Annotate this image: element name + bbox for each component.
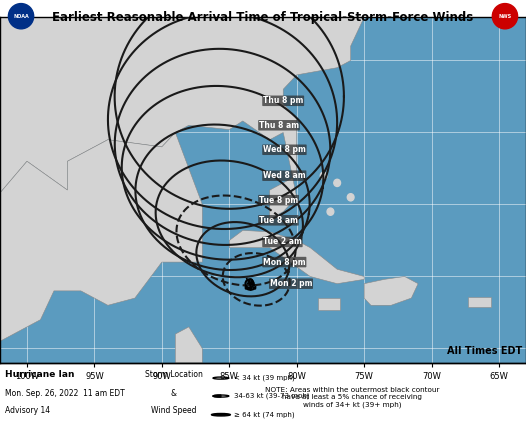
Circle shape — [8, 3, 34, 29]
Text: Mon 2 pm: Mon 2 pm — [270, 279, 312, 288]
Polygon shape — [0, 17, 364, 219]
Circle shape — [327, 208, 334, 215]
Polygon shape — [175, 327, 203, 363]
Circle shape — [320, 172, 327, 179]
Circle shape — [492, 3, 518, 29]
Polygon shape — [0, 133, 203, 363]
Text: 34-63 kt (39-73 mph): 34-63 kt (39-73 mph) — [234, 393, 310, 399]
Text: Wed 8 am: Wed 8 am — [263, 171, 306, 180]
Circle shape — [347, 194, 354, 201]
Polygon shape — [318, 298, 340, 310]
Text: NOTE: Areas within the outermost black contour
have at least a 5% chance of rece: NOTE: Areas within the outermost black c… — [265, 387, 440, 407]
Text: NWS: NWS — [499, 14, 511, 19]
Text: Tue 2 am: Tue 2 am — [263, 238, 302, 246]
Text: All Times EDT: All Times EDT — [447, 346, 522, 356]
Text: Mon 8 pm: Mon 8 pm — [263, 257, 306, 267]
Text: &: & — [170, 389, 177, 398]
Polygon shape — [364, 276, 418, 305]
Circle shape — [211, 413, 230, 416]
Circle shape — [334, 179, 340, 187]
Text: ≥ 64 kt (74 mph): ≥ 64 kt (74 mph) — [234, 411, 295, 418]
Text: Hurricane Ian: Hurricane Ian — [5, 370, 75, 379]
Text: Tue 8 pm: Tue 8 pm — [259, 196, 298, 205]
Text: Advisory 14: Advisory 14 — [5, 406, 50, 415]
Text: Thu 8 am: Thu 8 am — [259, 121, 299, 130]
Text: Tue 8 am: Tue 8 am — [259, 216, 298, 225]
Text: Wed 8 pm: Wed 8 pm — [263, 145, 306, 154]
Text: Mon. Sep. 26, 2022  11 am EDT: Mon. Sep. 26, 2022 11 am EDT — [5, 389, 125, 398]
Polygon shape — [229, 230, 364, 284]
Text: < 34 kt (39 mph): < 34 kt (39 mph) — [234, 375, 295, 381]
Text: Thu 8 pm: Thu 8 pm — [263, 96, 304, 105]
Wedge shape — [213, 395, 221, 397]
Text: NOAA: NOAA — [13, 14, 29, 19]
Text: Earliest Reasonable Arrival Time of Tropical-Storm-Force Winds: Earliest Reasonable Arrival Time of Trop… — [53, 11, 473, 24]
Polygon shape — [468, 297, 491, 307]
Text: Storm Location: Storm Location — [145, 370, 203, 379]
Text: Wind Speed: Wind Speed — [151, 406, 196, 415]
